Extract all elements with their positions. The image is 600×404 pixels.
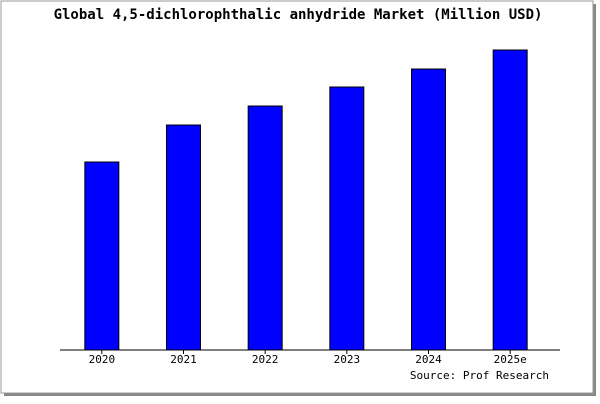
bar — [166, 124, 201, 351]
plot-area — [60, 40, 560, 350]
bar — [411, 68, 446, 351]
bar — [84, 161, 120, 351]
x-tick-label: 2024 — [415, 353, 442, 366]
source-note: Source: Prof Research — [410, 369, 549, 382]
bar — [492, 49, 528, 351]
chart-title: Global 4,5-dichlorophthalic anhydride Ma… — [54, 7, 543, 23]
x-tick-label: 2022 — [252, 353, 279, 366]
bar — [247, 105, 283, 351]
x-tick-label: 2023 — [334, 353, 361, 366]
bar — [329, 86, 365, 351]
x-tick-label: 2020 — [89, 353, 116, 366]
x-tick-label: 2025e — [494, 353, 527, 366]
x-tick-label: 2021 — [170, 353, 197, 366]
